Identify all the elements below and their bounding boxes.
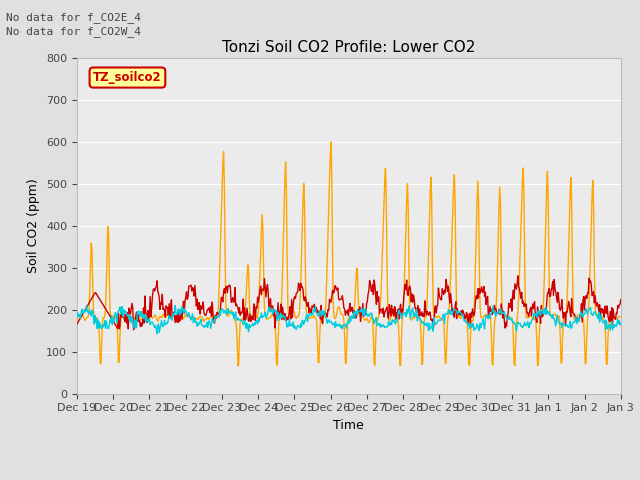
Text: TZ_soilco2: TZ_soilco2 (93, 71, 162, 84)
Text: No data for f_CO2E_4: No data for f_CO2E_4 (6, 12, 141, 23)
Title: Tonzi Soil CO2 Profile: Lower CO2: Tonzi Soil CO2 Profile: Lower CO2 (222, 40, 476, 55)
Text: No data for f_CO2W_4: No data for f_CO2W_4 (6, 26, 141, 37)
Y-axis label: Soil CO2 (ppm): Soil CO2 (ppm) (28, 178, 40, 273)
X-axis label: Time: Time (333, 419, 364, 432)
